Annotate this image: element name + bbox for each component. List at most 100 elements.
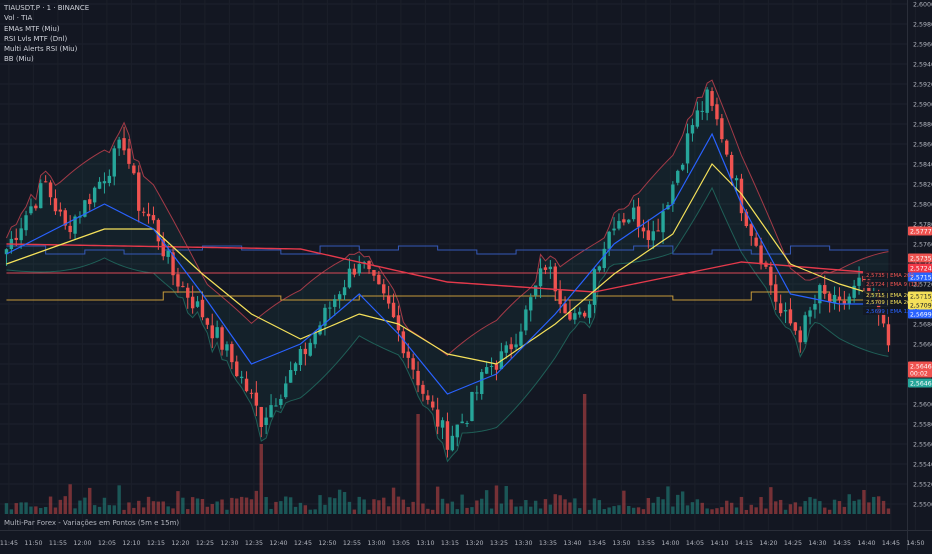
candle-body bbox=[847, 296, 851, 305]
volume-bar bbox=[205, 506, 210, 514]
candle-body bbox=[715, 104, 719, 120]
candle-body bbox=[112, 148, 116, 177]
y-tick-label: 2,5860 bbox=[913, 142, 932, 149]
volume-bar bbox=[509, 499, 513, 514]
candle-body bbox=[156, 219, 161, 242]
volume-indicator-label[interactable]: Vol · TIA bbox=[4, 14, 33, 23]
candle-body bbox=[323, 307, 327, 326]
volume-bar bbox=[88, 487, 92, 514]
volume-bar bbox=[440, 498, 445, 514]
volume-bar bbox=[450, 501, 455, 514]
volume-bar bbox=[514, 506, 518, 514]
candle-body bbox=[151, 215, 156, 221]
candle-body bbox=[524, 309, 528, 331]
volume-bar bbox=[323, 504, 327, 514]
ema-indicator-label[interactable]: EMAs MTF (Miu) bbox=[4, 24, 60, 33]
candle-body bbox=[333, 299, 337, 307]
candle-body bbox=[783, 310, 788, 312]
volume-bar bbox=[607, 507, 611, 514]
volume-bar bbox=[533, 500, 538, 514]
x-tick-label: 14:15 bbox=[735, 540, 753, 547]
candle-body bbox=[43, 181, 48, 183]
ema-12-line bbox=[6, 132, 889, 395]
candle-body bbox=[754, 237, 758, 246]
candle-body bbox=[293, 363, 298, 372]
multi-alerts-indicator-label[interactable]: Multi Alerts RSI (Miu) bbox=[4, 45, 78, 54]
volume-bar bbox=[671, 506, 675, 514]
volume-bar bbox=[411, 501, 415, 514]
volume-bar bbox=[764, 508, 768, 514]
price-label-bg bbox=[908, 263, 932, 273]
candle-body bbox=[141, 211, 146, 213]
y-tick-label: 2,5980 bbox=[913, 22, 932, 29]
price-label: 2,5646 bbox=[910, 364, 932, 371]
candle-body bbox=[230, 344, 234, 363]
y-tick-label: 2,5900 bbox=[913, 102, 932, 109]
candle-body bbox=[631, 207, 636, 220]
candle-body bbox=[386, 295, 391, 304]
volume-bar bbox=[347, 501, 352, 514]
candle-body bbox=[426, 395, 430, 400]
candle-body bbox=[372, 269, 376, 276]
price-label-bg bbox=[908, 291, 932, 301]
ema-value-tag: 2,5724 | EMA 9 (15) bbox=[866, 282, 920, 288]
symbol-title[interactable]: TIAUSDT.P · 1 · BINANCE bbox=[4, 4, 90, 12]
volume-bar bbox=[284, 496, 288, 514]
candle-body bbox=[215, 327, 219, 338]
x-tick-label: 14:00 bbox=[661, 540, 679, 547]
volume-bar bbox=[475, 500, 479, 514]
candle-body bbox=[514, 344, 518, 348]
candle-body bbox=[818, 285, 822, 304]
volume-bar bbox=[230, 497, 234, 514]
y-tick-label: 2,5600 bbox=[913, 402, 932, 409]
x-tick-label: 14:25 bbox=[784, 540, 802, 547]
candle-body bbox=[803, 315, 807, 343]
candle-body bbox=[220, 327, 224, 350]
volume-bar bbox=[53, 507, 58, 514]
candle-body bbox=[852, 285, 856, 298]
candle-body bbox=[832, 294, 837, 304]
candle-body bbox=[769, 266, 773, 286]
x-tick-label: 13:00 bbox=[367, 540, 385, 547]
volume-bar bbox=[181, 497, 185, 514]
candle-body bbox=[641, 227, 646, 232]
candle-body bbox=[264, 417, 268, 426]
volume-bar bbox=[631, 507, 636, 514]
candle-body bbox=[543, 267, 548, 270]
candle-body bbox=[808, 310, 812, 317]
x-tick-label: 13:35 bbox=[539, 540, 557, 547]
volume-bar bbox=[480, 498, 484, 514]
volume-bar bbox=[210, 504, 214, 514]
candle-body bbox=[274, 405, 278, 407]
y-tick-label: 2,5940 bbox=[913, 62, 932, 69]
bollinger-indicator-label[interactable]: BB (Miu) bbox=[4, 55, 34, 64]
candle-body bbox=[337, 294, 342, 300]
price-label: 2,5699 bbox=[910, 312, 932, 319]
price-label-bg bbox=[908, 226, 932, 236]
candle-body bbox=[587, 304, 592, 318]
candle-body bbox=[146, 213, 151, 217]
volume-bar bbox=[563, 499, 567, 514]
volume-bar bbox=[636, 507, 641, 514]
y-tick-label: 2,5780 bbox=[913, 222, 932, 229]
x-tick-label: 12:15 bbox=[147, 540, 165, 547]
volume-bar bbox=[592, 498, 597, 514]
x-tick-label: 12:45 bbox=[294, 540, 312, 547]
candle-body bbox=[107, 175, 112, 184]
rsi-levels-indicator-label[interactable]: RSI Lvls MTF (Dnl) bbox=[4, 34, 68, 43]
candle-body bbox=[744, 211, 749, 226]
candle-body bbox=[127, 148, 131, 164]
y-tick-label: 2,6000 bbox=[913, 2, 932, 9]
x-tick-label: 11:55 bbox=[49, 540, 67, 547]
volume-bar bbox=[151, 501, 156, 514]
candle-body bbox=[396, 315, 401, 331]
volume-bar bbox=[303, 505, 308, 514]
x-tick-label: 14:05 bbox=[686, 540, 704, 547]
volume-bar bbox=[274, 501, 278, 514]
candle-body bbox=[627, 219, 631, 223]
volume-bar bbox=[19, 502, 23, 514]
volume-bar bbox=[382, 497, 386, 514]
candle-body bbox=[288, 370, 293, 383]
